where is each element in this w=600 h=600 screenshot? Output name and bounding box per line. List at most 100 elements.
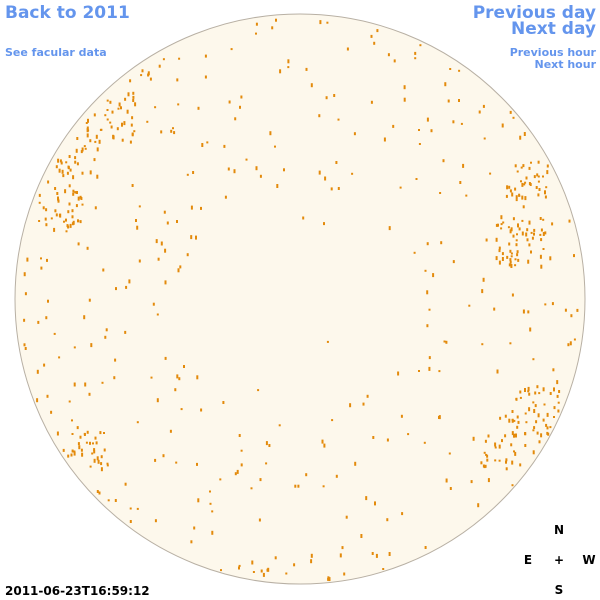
speck	[360, 534, 363, 538]
speck	[224, 195, 227, 199]
speck	[59, 159, 62, 163]
speck	[465, 194, 468, 197]
speck	[392, 124, 395, 128]
speck	[509, 110, 512, 114]
speck	[169, 429, 172, 433]
speck	[53, 332, 56, 335]
speck	[418, 129, 420, 131]
speck	[393, 59, 396, 63]
speck	[276, 184, 279, 188]
facular-data-link[interactable]: See facular data	[5, 46, 107, 59]
speck	[55, 213, 58, 217]
speck	[557, 409, 560, 413]
speck	[540, 228, 543, 232]
speck	[294, 484, 297, 488]
speck	[494, 446, 497, 449]
speck	[164, 248, 167, 253]
speck	[98, 139, 101, 144]
speck	[71, 419, 73, 422]
speck	[65, 218, 67, 222]
speck	[269, 131, 272, 136]
speck	[506, 255, 509, 259]
speck	[106, 118, 109, 121]
speck	[482, 277, 485, 282]
speck	[495, 237, 498, 242]
speck	[504, 414, 507, 418]
speck	[511, 484, 514, 487]
speck	[443, 340, 446, 343]
speck	[62, 174, 65, 178]
speck	[71, 209, 74, 213]
speck	[127, 92, 130, 97]
previous-day-link[interactable]: Previous day	[473, 3, 596, 23]
speck	[439, 192, 442, 194]
speck	[106, 109, 109, 111]
speck	[197, 106, 200, 110]
speck	[481, 343, 484, 346]
previous-hour-link[interactable]: Previous hour	[510, 46, 597, 59]
speck	[220, 569, 222, 572]
speck	[570, 314, 573, 318]
speck	[83, 145, 86, 148]
speck	[485, 238, 488, 242]
speck	[373, 41, 376, 45]
speck	[353, 132, 356, 136]
speck	[76, 191, 78, 194]
speck	[67, 210, 70, 214]
back-link[interactable]: Back to 2011	[5, 3, 130, 23]
speck	[487, 434, 490, 438]
speck	[530, 250, 532, 254]
speck	[71, 215, 74, 219]
speck	[510, 443, 513, 447]
speck	[458, 99, 460, 102]
speck	[501, 252, 504, 256]
speck	[55, 165, 58, 169]
speck	[521, 219, 524, 222]
speck	[239, 105, 241, 109]
speck	[553, 406, 556, 410]
speck	[365, 496, 368, 501]
speck	[323, 222, 325, 226]
speck	[186, 173, 189, 176]
speck	[302, 216, 305, 220]
speck	[136, 421, 139, 424]
speck	[196, 375, 199, 380]
speck	[155, 239, 158, 244]
speck	[86, 430, 89, 434]
speck	[65, 161, 68, 164]
speck	[449, 487, 452, 490]
speck	[418, 370, 420, 372]
speck	[551, 222, 554, 226]
speck	[546, 170, 549, 175]
speck	[262, 572, 265, 577]
next-day-link[interactable]: Next day	[511, 19, 596, 39]
speck	[507, 226, 510, 229]
speck	[413, 251, 416, 254]
speck	[94, 140, 97, 143]
speck	[371, 552, 374, 555]
speck	[101, 381, 104, 384]
speck	[234, 472, 237, 476]
speck	[540, 433, 543, 438]
speck	[506, 185, 509, 190]
next-hour-link[interactable]: Next hour	[535, 58, 597, 71]
speck	[158, 64, 161, 68]
speck	[510, 252, 513, 255]
speck	[150, 376, 153, 379]
speck	[252, 571, 255, 573]
speck	[75, 204, 78, 208]
speck	[74, 156, 77, 160]
speck	[123, 121, 126, 126]
speck	[533, 175, 536, 179]
speck	[86, 133, 89, 138]
speck	[388, 226, 391, 231]
speck	[337, 187, 340, 190]
speck	[53, 227, 56, 232]
speck	[524, 412, 527, 415]
speck	[419, 44, 422, 47]
speck	[89, 465, 92, 468]
speck	[500, 227, 503, 230]
speck	[528, 166, 531, 170]
speck	[528, 220, 531, 225]
